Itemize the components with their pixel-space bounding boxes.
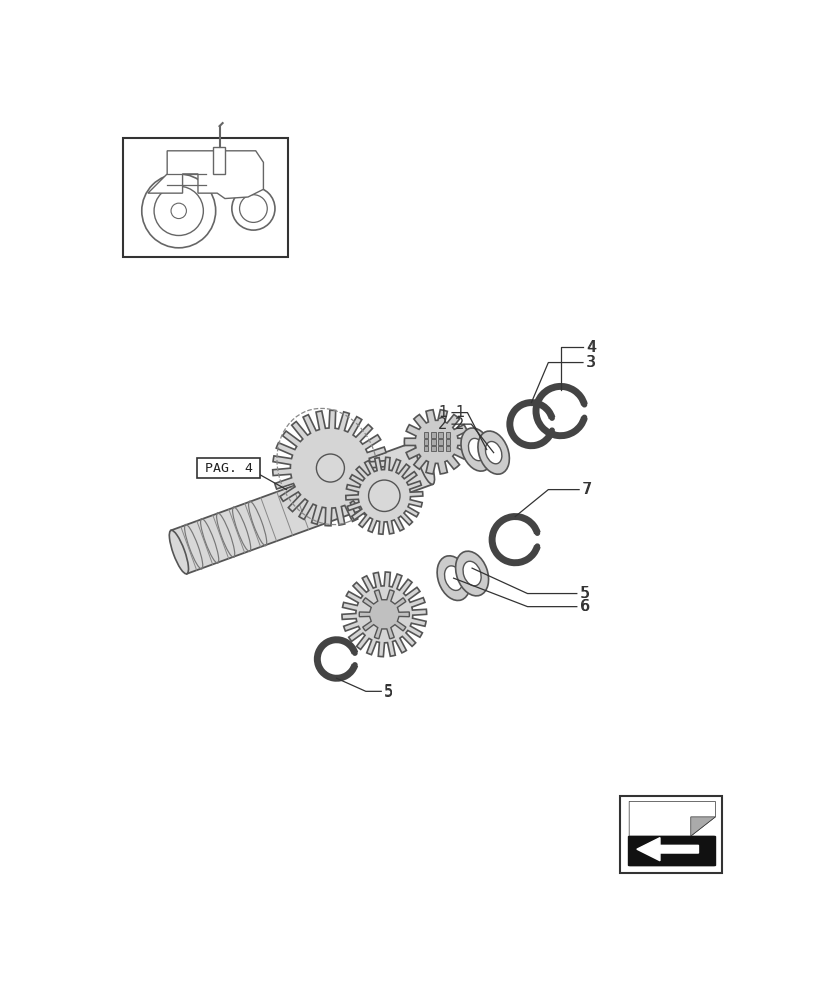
Circle shape: [549, 428, 553, 432]
Text: 5: 5: [384, 685, 393, 700]
Bar: [627, 836, 715, 865]
Circle shape: [368, 480, 399, 511]
Bar: [430, 432, 435, 438]
Ellipse shape: [170, 530, 189, 574]
Text: 7: 7: [582, 482, 591, 497]
Bar: [619, 796, 720, 873]
FancyBboxPatch shape: [197, 458, 260, 478]
Text: 1: 1: [437, 405, 447, 420]
Circle shape: [171, 203, 186, 219]
Text: 2: 2: [437, 417, 447, 432]
Circle shape: [239, 195, 267, 222]
Polygon shape: [636, 838, 698, 861]
Bar: [437, 432, 442, 438]
Ellipse shape: [437, 556, 470, 600]
Text: 3: 3: [586, 355, 595, 370]
Polygon shape: [272, 410, 388, 526]
Ellipse shape: [485, 441, 501, 464]
Text: 1: 1: [455, 405, 464, 420]
Text: 2: 2: [455, 417, 464, 432]
Polygon shape: [342, 572, 426, 657]
Bar: [122, 138, 288, 257]
Polygon shape: [359, 590, 409, 639]
Circle shape: [534, 531, 539, 535]
Text: PAG. 4: PAG. 4: [204, 462, 252, 475]
Polygon shape: [690, 817, 715, 836]
Text: 5: 5: [579, 586, 589, 601]
Circle shape: [352, 651, 356, 655]
Bar: [423, 432, 428, 438]
Bar: [437, 439, 442, 445]
Circle shape: [232, 187, 275, 230]
Bar: [445, 446, 450, 451]
Polygon shape: [213, 147, 225, 174]
Circle shape: [141, 174, 215, 248]
Polygon shape: [629, 801, 715, 836]
Circle shape: [352, 663, 356, 667]
Ellipse shape: [455, 551, 488, 596]
Text: 5: 5: [580, 586, 589, 601]
Ellipse shape: [415, 441, 434, 484]
Bar: [445, 439, 450, 445]
Polygon shape: [627, 804, 715, 865]
Circle shape: [549, 416, 553, 420]
Polygon shape: [148, 151, 263, 199]
Polygon shape: [404, 410, 468, 474]
Ellipse shape: [468, 438, 485, 461]
Bar: [423, 446, 428, 451]
Bar: [437, 446, 442, 451]
Bar: [430, 439, 435, 445]
Text: 5: 5: [384, 684, 393, 699]
Circle shape: [581, 403, 586, 407]
Text: 4: 4: [586, 340, 595, 355]
Bar: [430, 446, 435, 451]
Polygon shape: [629, 836, 713, 865]
Circle shape: [154, 186, 203, 235]
Text: 6: 6: [580, 599, 589, 614]
Text: 6: 6: [579, 599, 589, 614]
Ellipse shape: [462, 561, 480, 586]
Text: 3: 3: [586, 355, 595, 370]
Ellipse shape: [477, 431, 509, 474]
Ellipse shape: [316, 454, 344, 482]
Circle shape: [581, 415, 586, 420]
Bar: [445, 432, 450, 438]
Text: 7: 7: [581, 482, 590, 497]
Text: 4: 4: [586, 340, 595, 355]
Polygon shape: [171, 441, 433, 574]
Bar: [423, 439, 428, 445]
Polygon shape: [346, 457, 423, 534]
Ellipse shape: [444, 566, 462, 590]
Circle shape: [534, 544, 539, 548]
Ellipse shape: [461, 428, 492, 471]
